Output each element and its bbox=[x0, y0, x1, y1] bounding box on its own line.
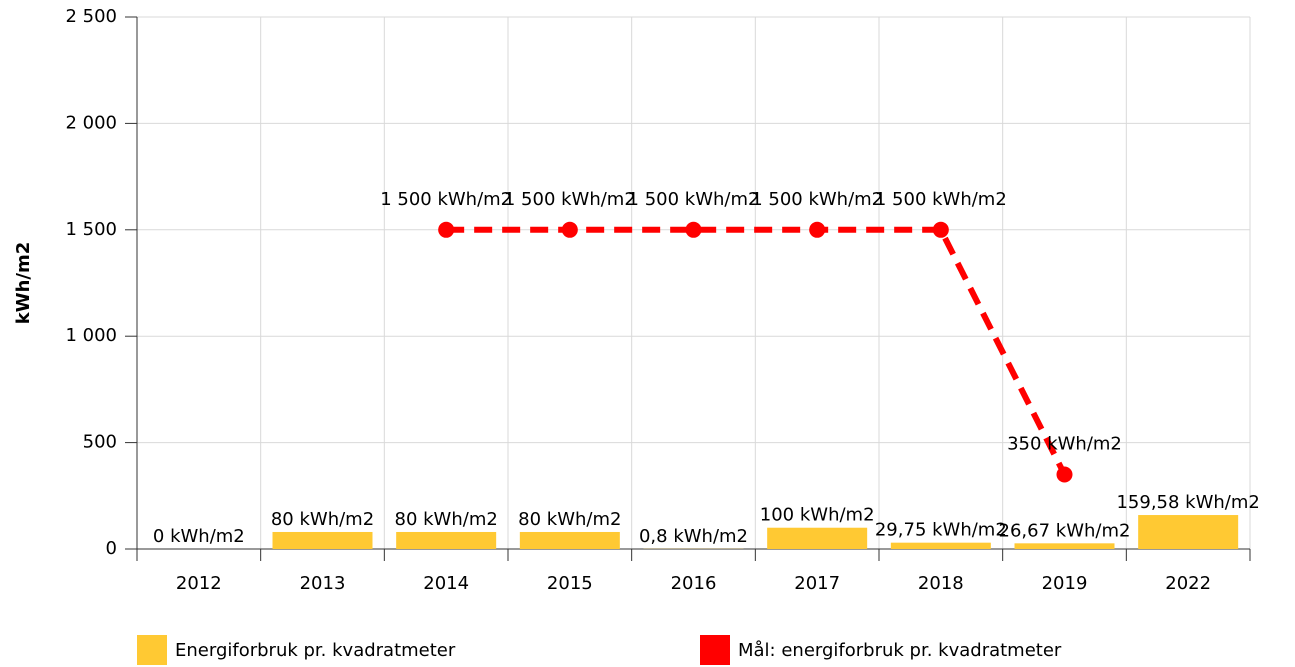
point bbox=[1056, 466, 1073, 483]
y-tick-label: 1 500 bbox=[65, 219, 117, 240]
legend-label: Mål: energiforbruk pr. kvadratmeter bbox=[738, 640, 1062, 661]
point bbox=[809, 221, 826, 238]
line bbox=[446, 226, 1068, 476]
bar-value-label: 80 kWh/m2 bbox=[271, 509, 374, 530]
bar bbox=[767, 527, 868, 549]
legend-label: Energiforbruk pr. kvadratmeter bbox=[175, 640, 456, 661]
legend-swatch bbox=[700, 635, 730, 665]
x-tick-label: 2014 bbox=[423, 573, 469, 594]
point-value-label: 1 500 kWh/m2 bbox=[628, 189, 760, 210]
y-axis-label: kWh/m2 bbox=[13, 242, 34, 325]
bar bbox=[396, 531, 497, 549]
point-value-label: 1 500 kWh/m2 bbox=[380, 189, 512, 210]
legend-swatch bbox=[137, 635, 167, 665]
x-tick-label: 2016 bbox=[671, 573, 717, 594]
x-tick-label: 2018 bbox=[918, 573, 964, 594]
y-tick-label: 2 000 bbox=[65, 112, 117, 133]
bar-value-label: 26,67 kWh/m2 bbox=[999, 520, 1131, 541]
bar bbox=[519, 531, 620, 549]
bar-value-label: 100 kWh/m2 bbox=[760, 505, 875, 526]
point-value-label: 1 500 kWh/m2 bbox=[751, 189, 883, 210]
point-value-label: 350 kWh/m2 bbox=[1007, 434, 1122, 455]
point-value-label: 1 500 kWh/m2 bbox=[504, 189, 636, 210]
point bbox=[932, 221, 949, 238]
x-tick-label: 2017 bbox=[794, 573, 840, 594]
bar bbox=[272, 531, 373, 549]
x-tick-label: 2015 bbox=[547, 573, 593, 594]
bar bbox=[890, 542, 991, 549]
x-tick-label: 2022 bbox=[1165, 573, 1211, 594]
bar bbox=[1138, 515, 1239, 549]
point bbox=[561, 221, 578, 238]
point-value-label: 1 500 kWh/m2 bbox=[875, 189, 1007, 210]
x-tick-label: 2019 bbox=[1042, 573, 1088, 594]
x-tick-label: 2012 bbox=[176, 573, 222, 594]
bar-value-label: 29,75 kWh/m2 bbox=[875, 520, 1007, 541]
x-tick-label: 2013 bbox=[300, 573, 346, 594]
point bbox=[438, 221, 455, 238]
y-tick-label: 2 500 bbox=[65, 6, 117, 27]
y-tick-label: 0 bbox=[106, 538, 117, 559]
bar bbox=[1014, 543, 1115, 549]
point bbox=[685, 221, 702, 238]
bar-value-label: 80 kWh/m2 bbox=[518, 509, 621, 530]
bar-value-label: 159,58 kWh/m2 bbox=[1116, 492, 1259, 513]
bar-value-label: 0,8 kWh/m2 bbox=[639, 526, 748, 547]
bar-value-label: 80 kWh/m2 bbox=[395, 509, 498, 530]
y-tick-label: 1 000 bbox=[65, 325, 117, 346]
y-tick-label: 500 bbox=[83, 432, 117, 453]
bar-value-label: 0 kWh/m2 bbox=[153, 526, 245, 547]
